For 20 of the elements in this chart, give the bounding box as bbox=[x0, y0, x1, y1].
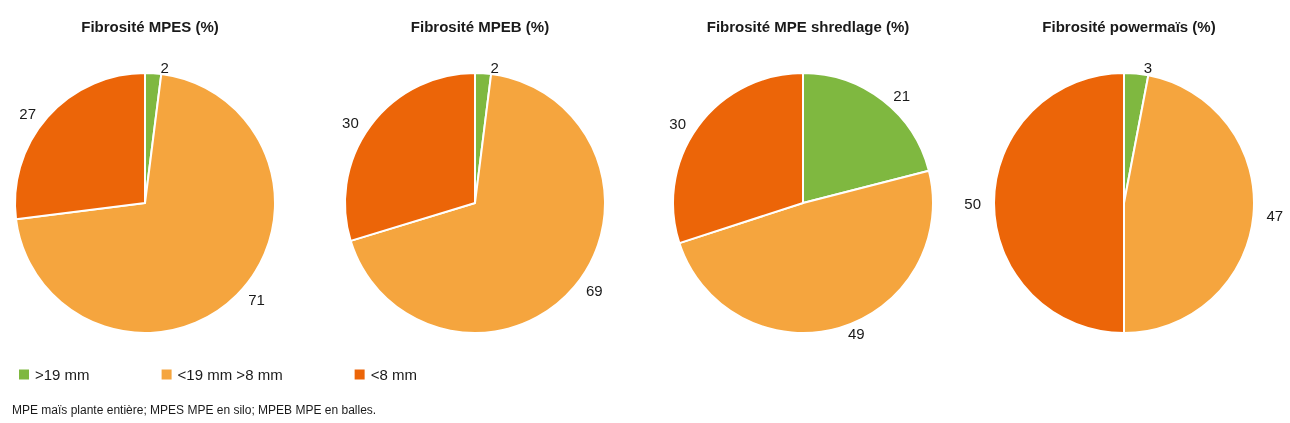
data-label: 50 bbox=[964, 194, 981, 212]
data-label: 27 bbox=[19, 104, 36, 122]
data-label: 2 bbox=[160, 58, 169, 76]
data-label: 71 bbox=[248, 290, 265, 308]
data-label: 2 bbox=[490, 58, 499, 76]
legend-label: <19 mm >8 mm bbox=[177, 366, 283, 383]
data-label: 69 bbox=[586, 282, 603, 300]
chart-title: Fibrosité MPEB (%) bbox=[410, 18, 550, 35]
text: MPE maïs plante entière; MPES MPE en silo; MPEB MPE en balles. bbox=[12, 403, 377, 417]
data-label: 30 bbox=[669, 114, 686, 132]
data-label: 30 bbox=[342, 113, 359, 131]
legend-label: <8 mm bbox=[370, 366, 417, 383]
legend-label: >19 mm bbox=[35, 366, 90, 383]
chart-title: Fibrosité MPE shredlage (%) bbox=[706, 18, 910, 35]
chart-title: Fibrosité MPES (%) bbox=[81, 18, 219, 35]
data-label: 47 bbox=[1266, 207, 1284, 225]
data-label: 21 bbox=[893, 87, 911, 105]
chart-title: Fibrosité powermaïs (%) bbox=[1042, 18, 1216, 35]
data-label: 3 bbox=[1143, 59, 1153, 77]
data-label: 49 bbox=[847, 325, 865, 343]
